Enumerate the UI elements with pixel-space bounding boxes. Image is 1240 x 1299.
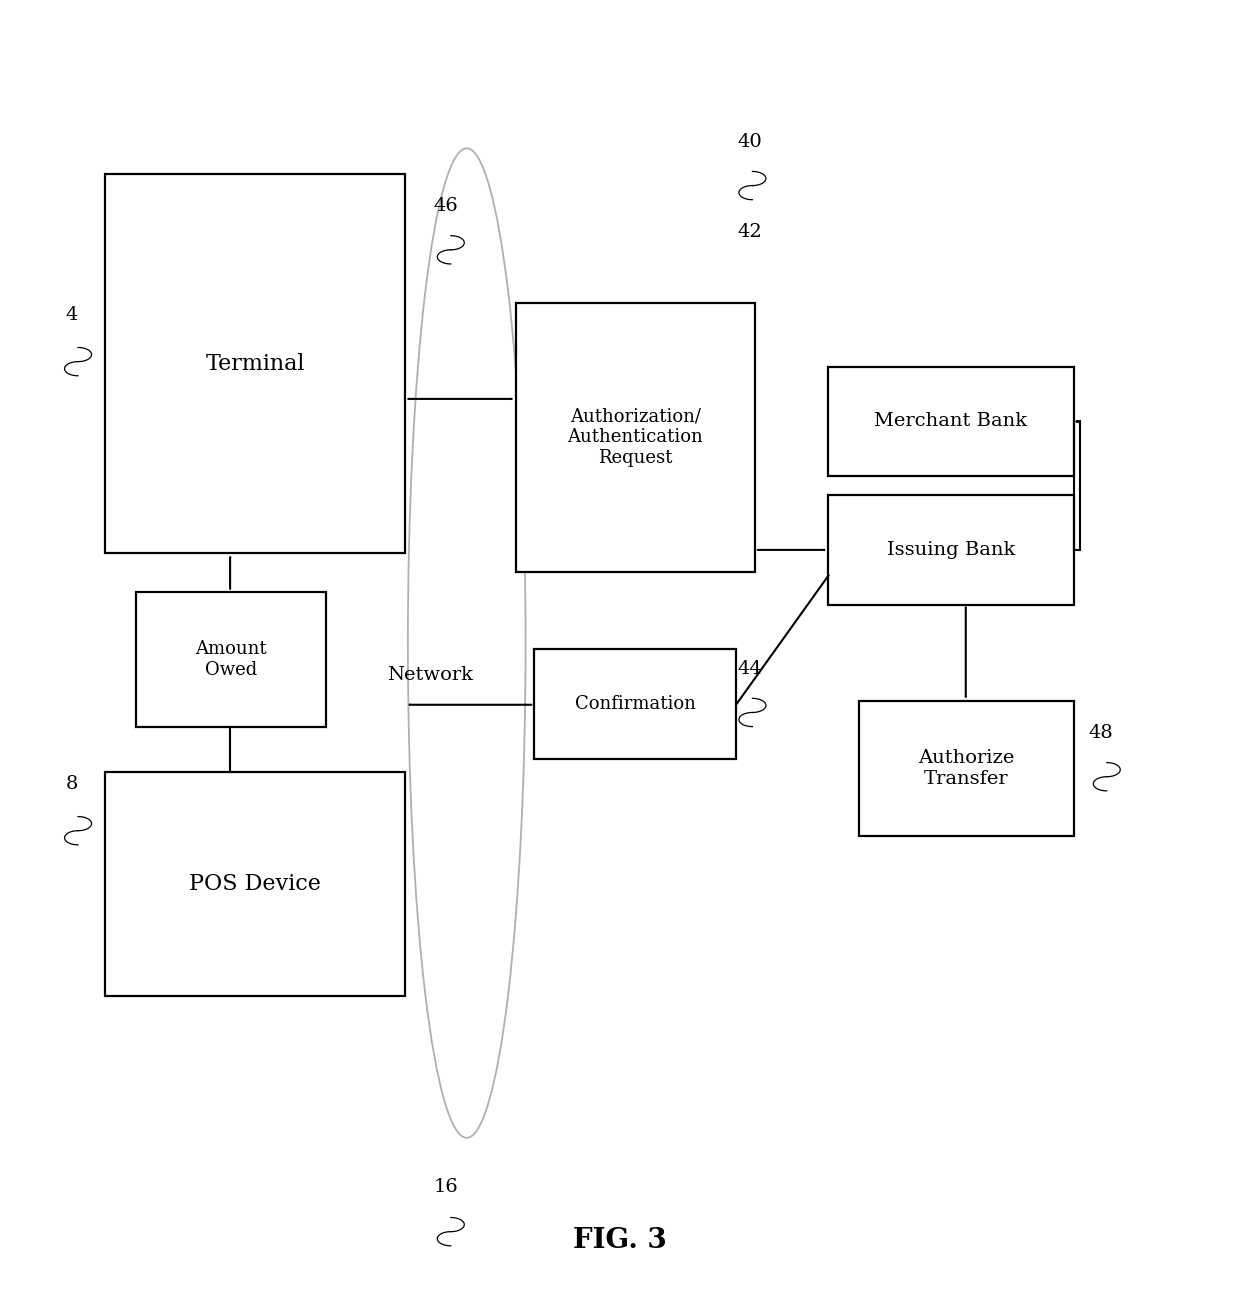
Text: 16: 16 bbox=[434, 1178, 459, 1195]
Text: POS Device: POS Device bbox=[190, 873, 321, 895]
Bar bbox=[534, 650, 737, 759]
Bar bbox=[516, 303, 755, 573]
Bar bbox=[859, 701, 1074, 835]
Text: Network: Network bbox=[387, 666, 472, 685]
Text: 48: 48 bbox=[1089, 724, 1114, 742]
Text: 46: 46 bbox=[434, 197, 459, 216]
Text: Confirmation: Confirmation bbox=[575, 695, 696, 713]
Text: Amount
Owed: Amount Owed bbox=[195, 639, 267, 678]
Bar bbox=[105, 174, 405, 553]
Text: 4: 4 bbox=[66, 307, 78, 325]
Text: 8: 8 bbox=[66, 776, 78, 794]
Text: 42: 42 bbox=[738, 223, 763, 240]
Text: FIG. 3: FIG. 3 bbox=[573, 1228, 667, 1254]
Text: Terminal: Terminal bbox=[206, 352, 305, 374]
Bar bbox=[105, 772, 405, 996]
Bar bbox=[828, 366, 1074, 475]
Text: 44: 44 bbox=[738, 660, 763, 678]
Bar bbox=[135, 591, 326, 726]
Text: 40: 40 bbox=[738, 132, 763, 151]
Text: Authorization/
Authentication
Request: Authorization/ Authentication Request bbox=[568, 408, 703, 468]
Bar bbox=[828, 495, 1074, 604]
Text: Authorize
Transfer: Authorize Transfer bbox=[918, 750, 1014, 787]
Text: Merchant Bank: Merchant Bank bbox=[874, 412, 1028, 430]
Text: Issuing Bank: Issuing Bank bbox=[887, 540, 1016, 559]
